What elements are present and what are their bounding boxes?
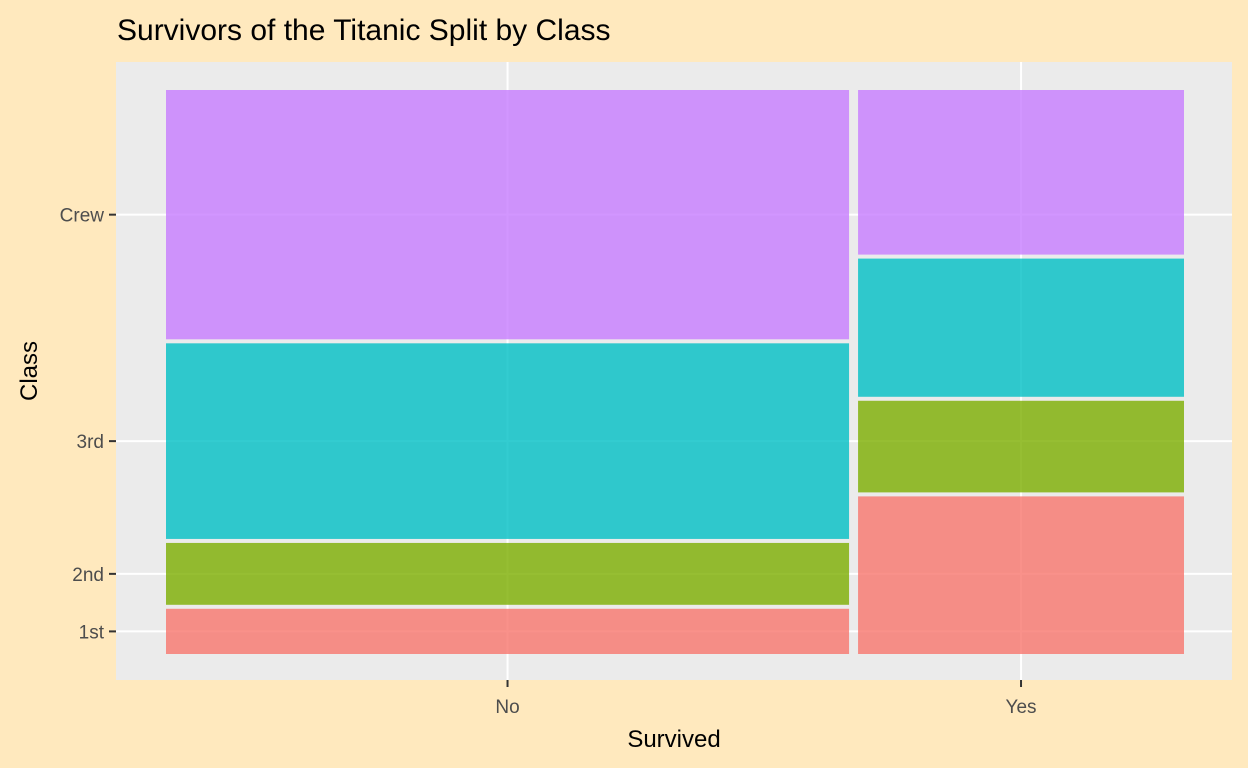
y-tick-label: Crew — [60, 206, 105, 227]
x-tick-label: No — [495, 697, 519, 718]
tile-yes-crew — [858, 90, 1184, 255]
mosaic-tiles — [166, 90, 1184, 654]
y-tick-label: 1st — [79, 622, 105, 643]
y-axis: 1st 2nd 3rd Crew — [60, 206, 116, 643]
y-tick-label: 3rd — [77, 432, 104, 453]
tile-yes-3rd — [858, 258, 1184, 397]
tile-no-crew — [166, 90, 850, 340]
tile-no-3rd — [166, 343, 850, 539]
y-axis-title: Class — [16, 341, 43, 401]
tile-yes-1st — [858, 496, 1184, 654]
x-tick-label: Yes — [1006, 697, 1037, 718]
tile-no-2nd — [166, 542, 850, 605]
chart-title: Survivors of the Titanic Split by Class — [117, 14, 611, 47]
y-tick-label: 2nd — [72, 565, 104, 586]
x-axis-title: Survived — [627, 726, 720, 753]
tile-no-1st — [166, 608, 850, 654]
tile-yes-2nd — [858, 400, 1184, 493]
x-axis: No Yes — [495, 680, 1037, 718]
